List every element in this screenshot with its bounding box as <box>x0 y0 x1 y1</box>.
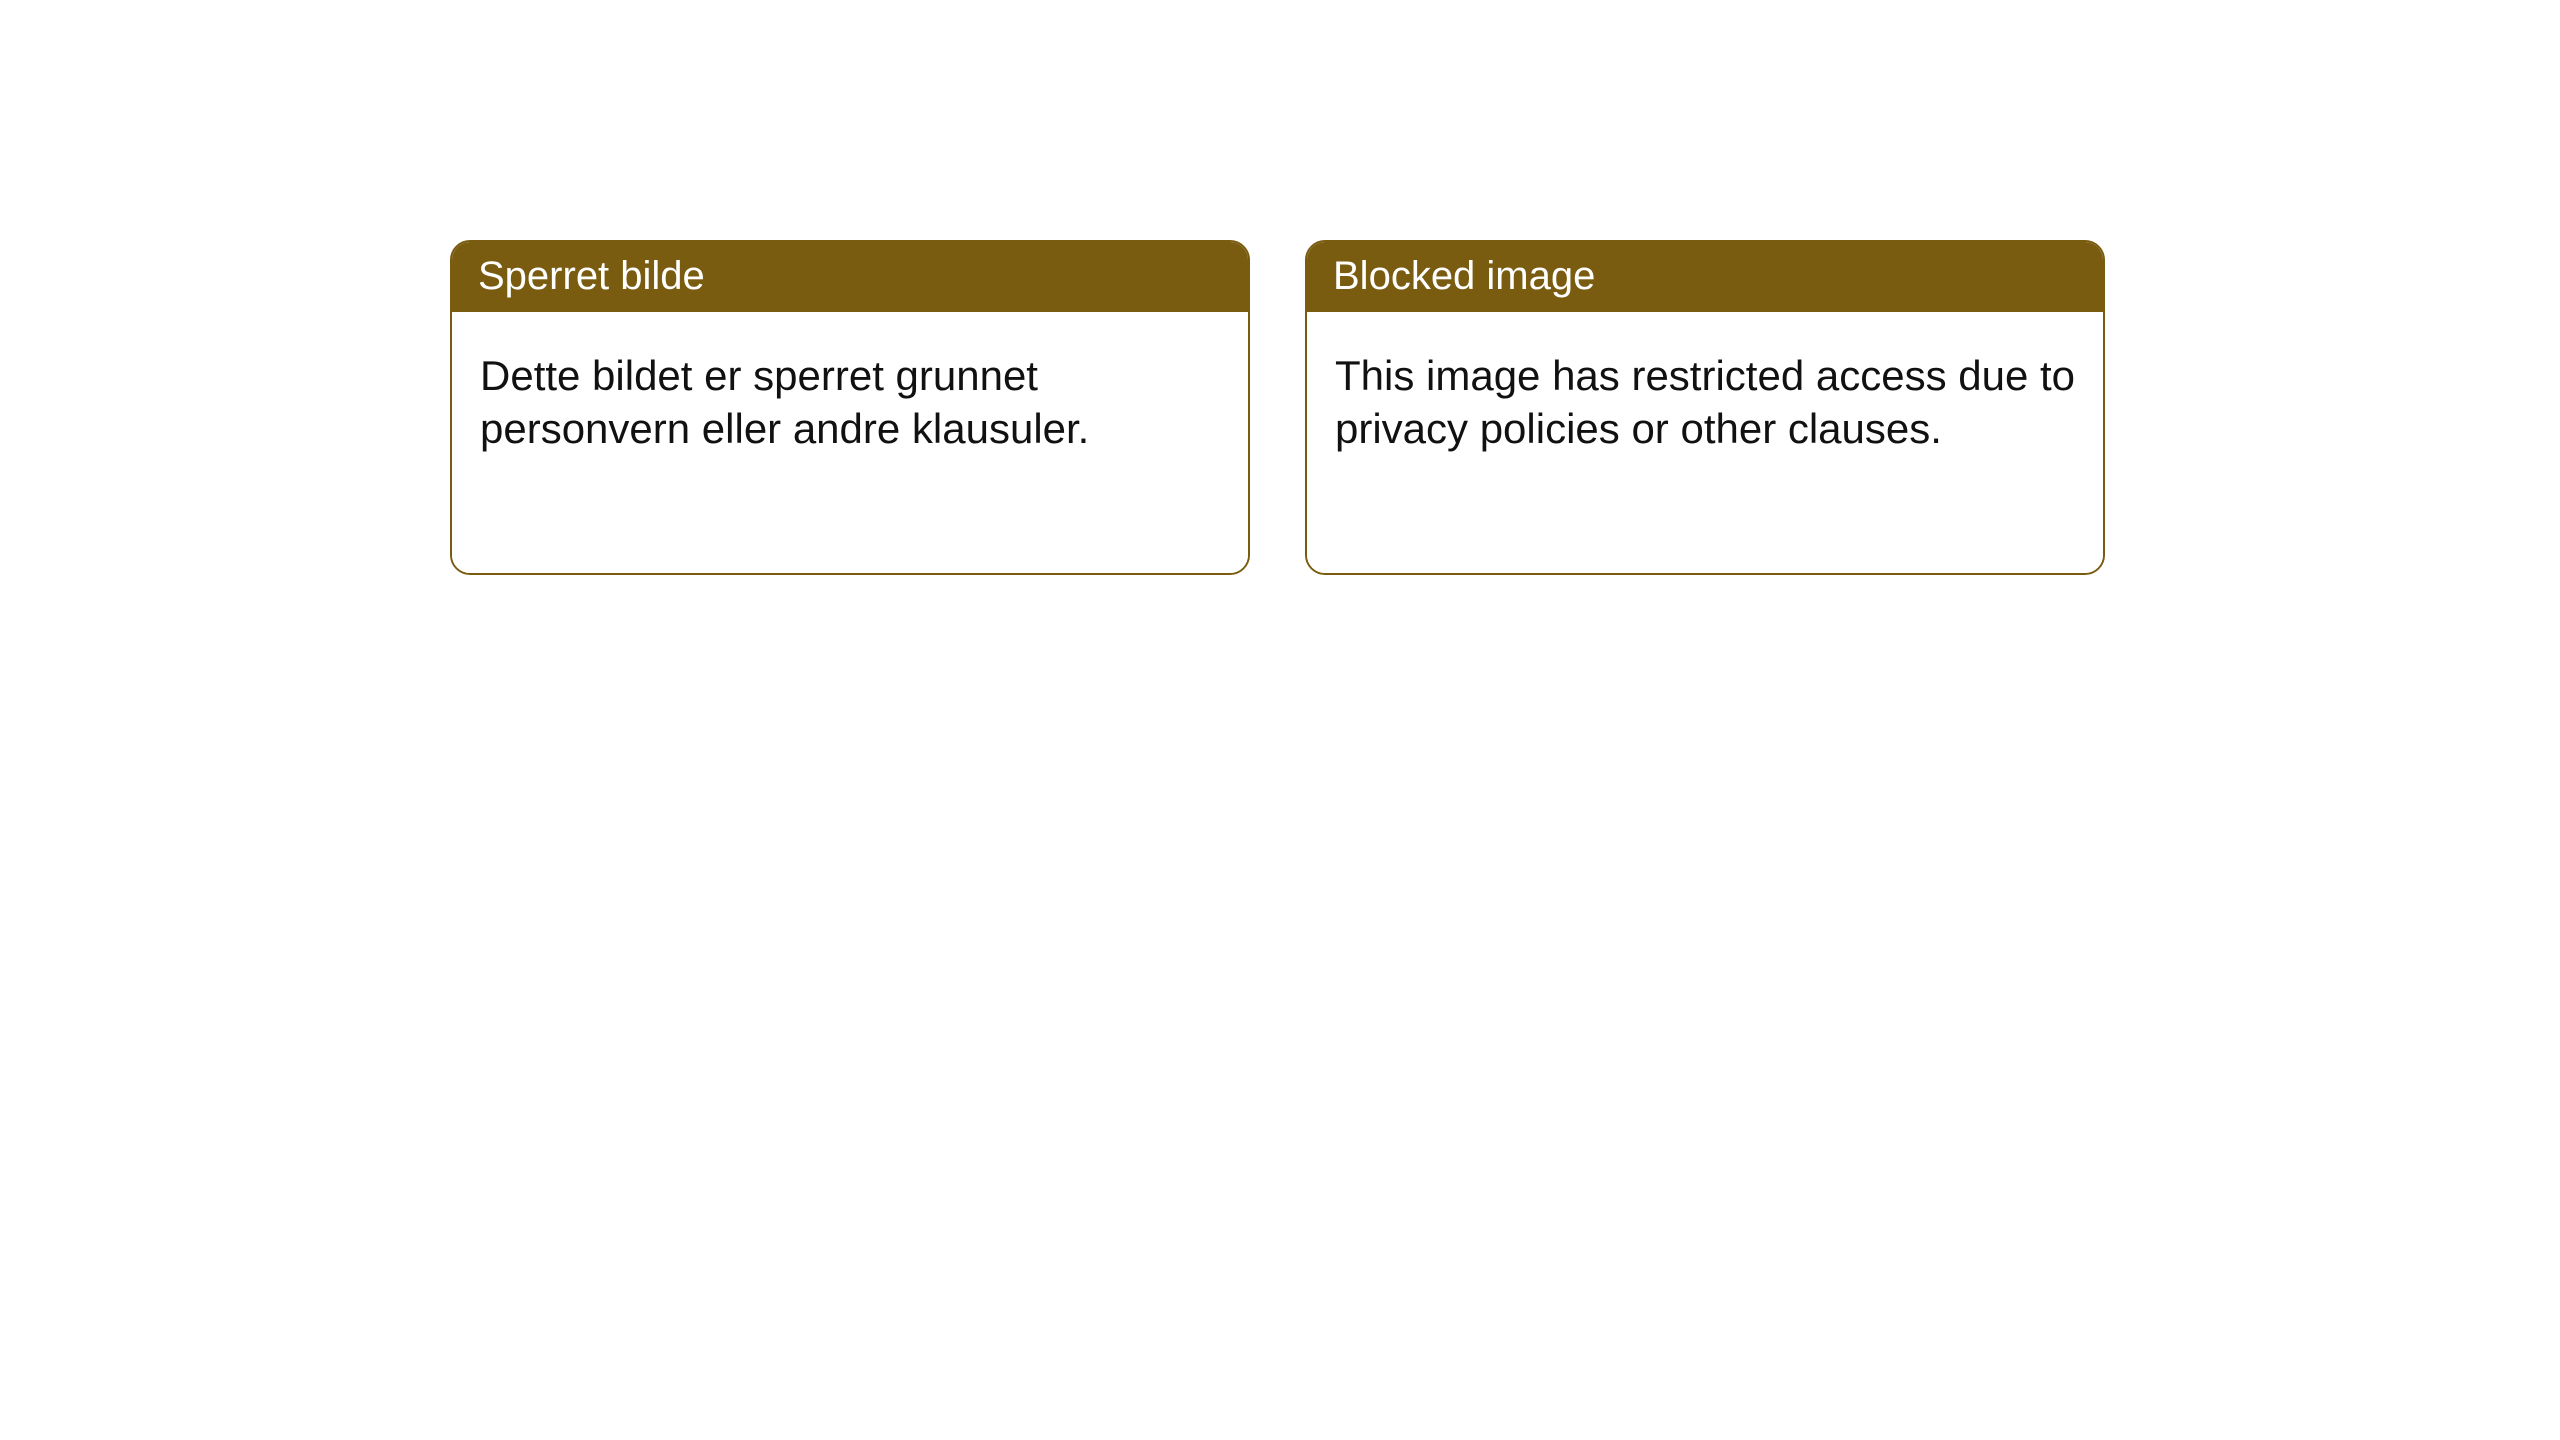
notice-card-body: This image has restricted access due to … <box>1307 312 2103 573</box>
notice-card-norwegian: Sperret bilde Dette bildet er sperret gr… <box>450 240 1250 575</box>
notice-container: Sperret bilde Dette bildet er sperret gr… <box>0 0 2560 575</box>
notice-card-english: Blocked image This image has restricted … <box>1305 240 2105 575</box>
notice-card-title: Sperret bilde <box>452 242 1248 312</box>
notice-card-body: Dette bildet er sperret grunnet personve… <box>452 312 1248 573</box>
notice-card-title: Blocked image <box>1307 242 2103 312</box>
